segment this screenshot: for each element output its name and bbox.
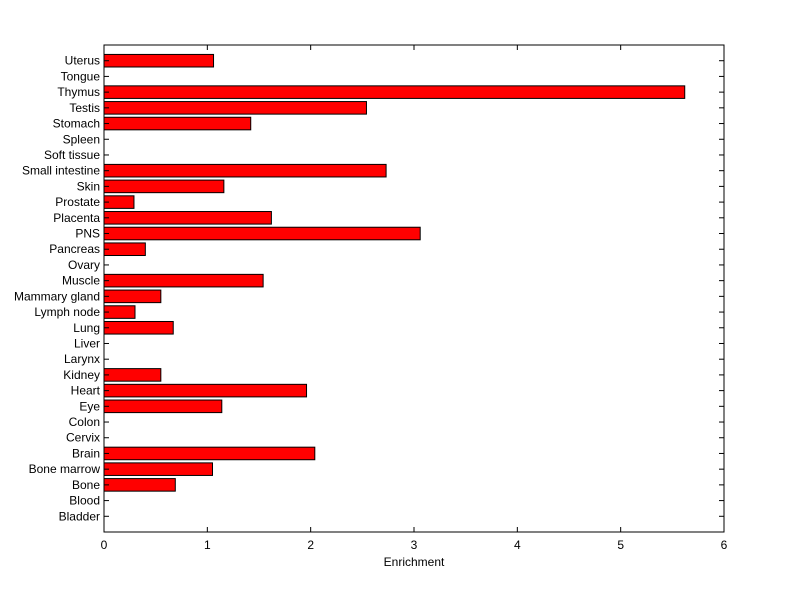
bar-brain [103,446,316,461]
y-tick-label-thymus: Thymus [57,85,100,99]
bar-lung [103,320,174,335]
bar-pancreas [103,242,146,257]
y-tick-label-pns: PNS [75,227,100,241]
x-tick-label: 4 [514,538,521,552]
bar-small-intestine [103,163,387,178]
bar-stomach [103,116,252,131]
y-tick-label-spleen: Spleen [63,132,100,146]
x-tick-label: 5 [617,538,624,552]
bar-bone-marrow [103,462,213,476]
bar-thymus [103,85,686,99]
x-tick-label: 2 [307,538,314,552]
x-tick-label: 3 [411,538,418,552]
y-tick-label-cervix: Cervix [66,431,100,445]
bar-heart [103,383,308,398]
x-tick-label: 6 [721,538,728,552]
x-axis-label: Enrichment [384,555,445,569]
bar-eye [103,399,223,414]
y-tick-label-lymph-node: Lymph node [34,305,100,319]
x-tick-label: 0 [101,538,108,552]
y-tick-label-brain: Brain [72,446,100,460]
y-tick-label-heart: Heart [71,384,101,398]
y-tick-label-placenta: Placenta [53,211,100,225]
bar-muscle [103,273,264,288]
bar-bone [103,478,176,492]
bar-placenta [103,211,272,225]
y-tick-label-blood: Blood [69,494,100,508]
y-tick-label-ovary: Ovary [68,258,100,272]
y-tick-label-skin: Skin [77,179,100,193]
bar-skin [103,179,225,194]
bar-uterus [103,53,215,68]
axes-frame [103,44,725,533]
y-tick-label-liver: Liver [74,336,100,350]
y-tick-label-larynx: Larynx [64,352,100,366]
y-tick-label-pancreas: Pancreas [49,242,100,256]
y-tick-label-colon: Colon [69,415,100,429]
y-tick-label-stomach: Stomach [53,117,100,131]
y-tick-label-prostate: Prostate [55,195,100,209]
y-tick-label-soft-tissue: Soft tissue [44,148,100,162]
y-tick-label-bone-marrow: Bone marrow [29,462,101,476]
bar-testis [103,101,367,115]
y-tick-label-bone: Bone [72,478,100,492]
y-tick-label-muscle: Muscle [62,274,100,288]
y-tick-label-tongue: Tongue [61,69,101,83]
y-tick-label-uterus: Uterus [65,54,100,68]
bar-mammary-gland [103,289,162,304]
bar-kidney [103,368,162,382]
x-tick-label: 1 [204,538,211,552]
y-tick-label-kidney: Kidney [63,368,100,382]
y-tick-label-lung: Lung [73,321,100,335]
y-tick-label-testis: Testis [69,101,100,115]
y-tick-label-bladder: Bladder [59,509,100,523]
bar-pns [103,226,421,241]
y-tick-label-mammary-gland: Mammary gland [14,289,100,303]
y-tick-label-eye: Eye [79,399,100,413]
y-tick-label-small-intestine: Small intestine [22,164,100,178]
